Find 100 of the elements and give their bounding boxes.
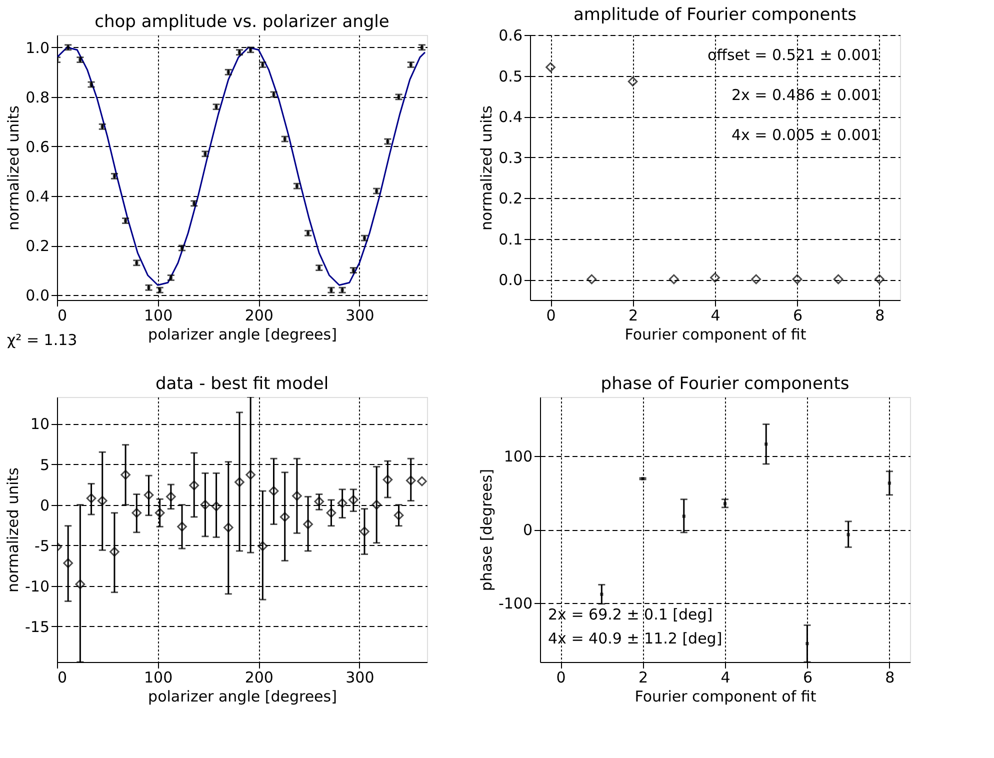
- point: [764, 442, 768, 446]
- point: [223, 522, 234, 532]
- y-tick-label: 0.8: [26, 88, 50, 106]
- point: [154, 508, 165, 518]
- y-axis-title: normalized units: [4, 105, 23, 230]
- y-tick-label: -5: [34, 536, 50, 555]
- x-tick-label: 100: [144, 306, 173, 324]
- point: [132, 508, 142, 518]
- chart-title: phase of Fourier components: [600, 374, 850, 394]
- x-tick-label: 6: [802, 668, 812, 686]
- y-tick-label: 0.4: [26, 187, 50, 206]
- point: [97, 496, 108, 506]
- chart-title: chop amplitude vs. polarizer angle: [94, 12, 390, 32]
- point: [303, 519, 313, 530]
- point: [337, 498, 348, 508]
- x-tick-label: 0: [546, 306, 556, 324]
- y-axis-title: normalized units: [478, 105, 496, 230]
- point: [372, 500, 382, 510]
- point: [348, 494, 358, 505]
- point: [751, 274, 762, 284]
- point: [833, 274, 844, 284]
- point: [63, 558, 74, 568]
- y-tick-label: 100: [504, 447, 532, 466]
- point: [682, 514, 686, 518]
- point: [292, 490, 302, 501]
- point: [75, 579, 86, 590]
- x-tick-label: 0: [58, 306, 68, 324]
- x-tick-label: 0: [58, 668, 68, 686]
- point: [268, 486, 279, 496]
- point: [586, 274, 597, 284]
- y-tick-label: 0.3: [498, 148, 522, 167]
- point: [806, 642, 809, 646]
- point: [546, 62, 556, 72]
- point: [246, 470, 256, 480]
- y-tick-label: -15: [25, 618, 50, 636]
- x-tick-label: 8: [875, 306, 885, 324]
- point: [846, 533, 850, 536]
- x-tick-label: 300: [346, 668, 374, 686]
- y-tick-label: 0.4: [498, 108, 522, 126]
- y-tick-label: 0.2: [26, 237, 50, 256]
- y-tick-label: -100: [498, 594, 532, 613]
- chart-title: data - best fit model: [155, 374, 329, 394]
- y-axis-title: phase [degrees]: [477, 468, 496, 592]
- x-tick-label: 4: [710, 306, 720, 324]
- x-tick-label: 200: [244, 306, 274, 324]
- y-tick-label: 0: [40, 496, 50, 514]
- y-tick-label: 0.5: [498, 67, 522, 86]
- chart-title: amplitude of Fourier components: [573, 5, 857, 25]
- point: [166, 492, 176, 502]
- point: [326, 508, 336, 518]
- y-tick-label: 0.6: [498, 26, 522, 44]
- x-axis-title: Fourier component of fit: [624, 326, 806, 344]
- point: [723, 502, 727, 506]
- point: [406, 476, 416, 486]
- x-axis-title: polarizer angle [degrees]: [148, 326, 337, 344]
- point: [628, 76, 638, 86]
- y-axis-title: normalized units: [4, 467, 22, 592]
- x-tick-label: 2: [638, 668, 648, 686]
- y-tick-label: 0.2: [498, 190, 522, 208]
- point: [314, 496, 324, 506]
- y-tick-label: 0.0: [498, 271, 522, 290]
- x-tick-label: 2: [628, 306, 638, 324]
- line-series: [57, 46, 426, 286]
- point: [382, 474, 393, 485]
- point: [200, 500, 210, 510]
- y-tick-label: 0.0: [26, 286, 50, 305]
- point: [120, 470, 130, 480]
- point: [189, 480, 200, 490]
- x-axis-title: polarizer angle [degrees]: [148, 688, 337, 706]
- point: [234, 477, 244, 488]
- x-tick-label: 300: [346, 306, 374, 324]
- point: [600, 592, 604, 596]
- annotation: 4x = 40.9 ± 11.2 [deg]: [548, 629, 722, 648]
- x-tick-label: 200: [244, 668, 274, 686]
- x-tick-label: 8: [885, 668, 895, 686]
- point: [792, 274, 802, 284]
- point: [110, 546, 120, 557]
- x-tick-label: 4: [720, 668, 730, 686]
- point: [86, 493, 96, 504]
- y-tick-label: 0.6: [26, 138, 50, 156]
- annotation: 2x = 69.2 ± 0.1 [deg]: [548, 605, 713, 624]
- annotation: 4x = 0.005 ± 0.001: [731, 126, 880, 144]
- point: [280, 512, 290, 522]
- x-tick-label: 6: [792, 306, 802, 324]
- y-tick-label: 0: [522, 521, 532, 539]
- point: [417, 476, 427, 486]
- x-tick-label: 100: [144, 668, 173, 686]
- annotation: 2x = 0.486 ± 0.001: [731, 86, 880, 104]
- y-tick-label: 5: [40, 456, 50, 474]
- point: [360, 526, 370, 536]
- y-tick-label: 10: [30, 415, 50, 434]
- point: [668, 274, 679, 284]
- point: [710, 272, 720, 283]
- point: [888, 482, 892, 485]
- x-tick-label: 0: [556, 668, 566, 686]
- point: [144, 490, 154, 500]
- point: [258, 541, 268, 552]
- annotation: offset = 0.521 ± 0.001: [707, 46, 880, 64]
- x-axis-title: Fourier component of fit: [634, 688, 816, 706]
- point: [177, 522, 187, 532]
